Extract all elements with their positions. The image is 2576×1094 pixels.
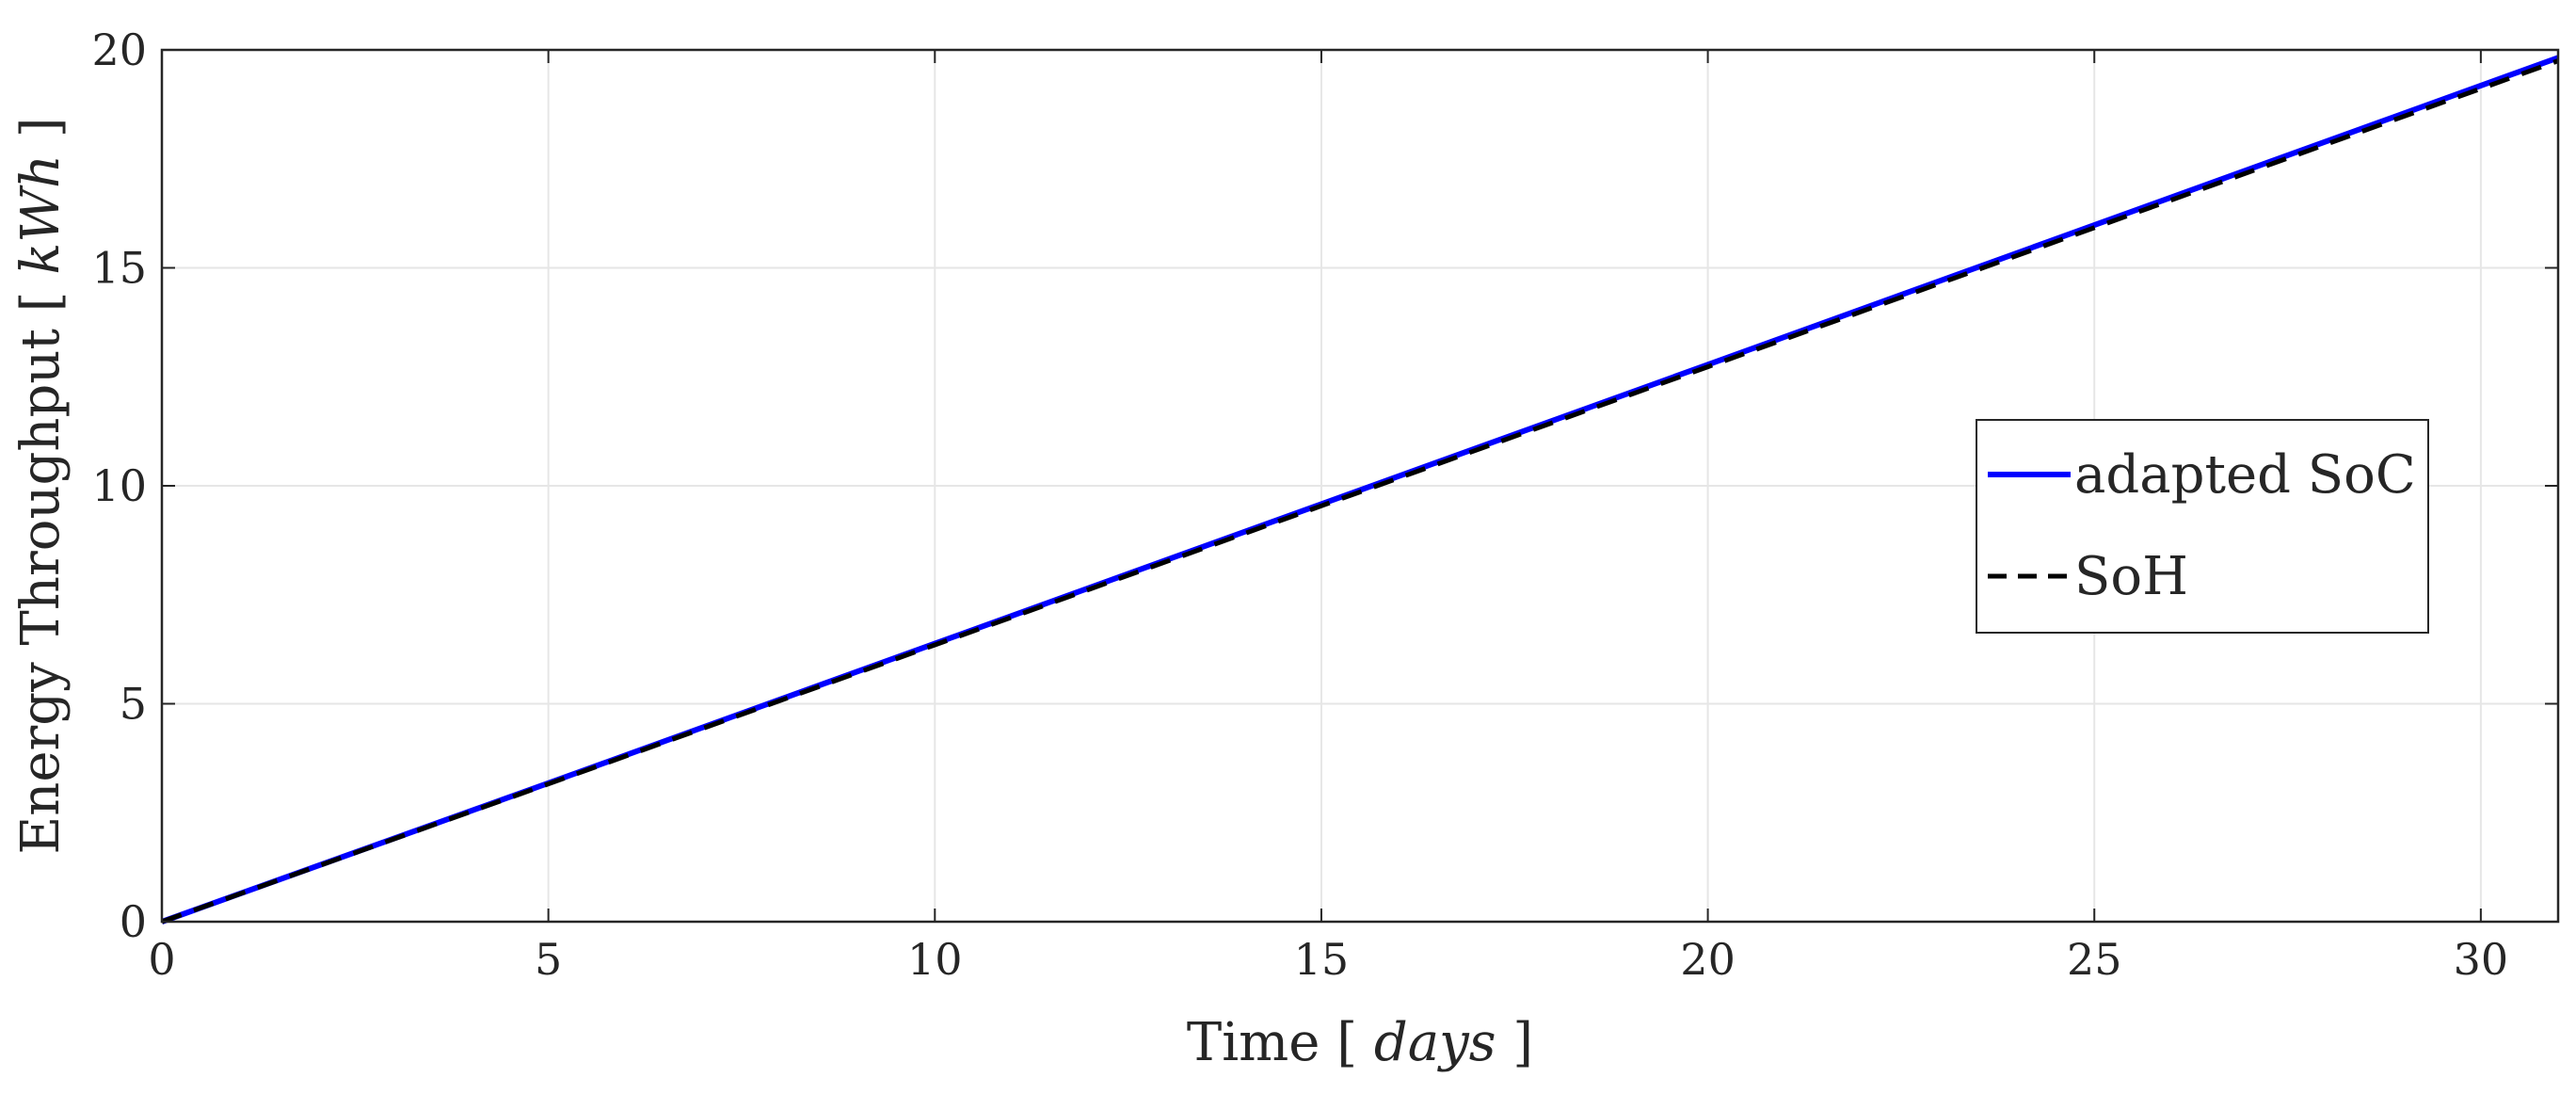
axis-ticks: 0 5 10 15 20 25 30 0 5 10 15 20 [91, 24, 2558, 985]
x-axis-unit-open-bracket: [ [1336, 1012, 1357, 1073]
y-axis-label: Energy Throughput [ kWh ] [10, 117, 72, 854]
y-axis-unit-close-bracket: ] [10, 117, 72, 137]
x-axis-unit-close-bracket: ] [1512, 1012, 1533, 1073]
x-tick-label: 15 [1294, 934, 1350, 985]
x-axis-label: Time [ days ] [1187, 1012, 1533, 1073]
x-tick-label: 30 [2454, 934, 2509, 985]
series-lines [160, 55, 2560, 925]
x-axis-label-text: Time [1187, 1012, 1320, 1073]
x-tick-label: 20 [1680, 934, 1736, 985]
x-tick-label: 0 [148, 934, 175, 985]
y-tick-label: 20 [91, 24, 147, 75]
y-tick-label: 0 [120, 896, 147, 947]
y-axis-unit: kWh [10, 154, 72, 275]
y-axis-unit-open-bracket: [ [10, 291, 72, 312]
y-axis-label-text: Energy Throughput [10, 329, 72, 855]
x-tick-label: 25 [2067, 934, 2122, 985]
x-tick-label: 5 [535, 934, 562, 985]
legend-label-adapted-soc: adapted SoC [2074, 444, 2416, 506]
series-line-soh [161, 58, 2559, 925]
y-tick-label: 5 [120, 679, 147, 730]
x-tick-label: 10 [907, 934, 963, 985]
y-tick-label: 15 [91, 243, 147, 294]
y-tick-label: 10 [91, 460, 147, 511]
legend: adapted SoC SoH [1976, 419, 2429, 634]
legend-label-soh: SoH [2074, 546, 2188, 607]
x-axis-unit: days [1374, 1012, 1496, 1073]
legend-box [1976, 419, 2429, 634]
